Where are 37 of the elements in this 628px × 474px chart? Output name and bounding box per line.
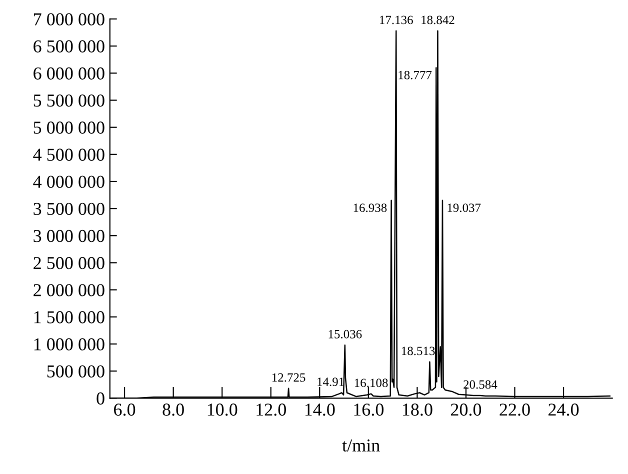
x-tick-label: 12.0 — [256, 404, 286, 416]
x-tick-label: 22.0 — [500, 404, 530, 416]
y-tick-label: 5 000 000 — [34, 122, 104, 134]
y-tick-label: 3 000 000 — [34, 230, 104, 242]
x-tick-label: 24.0 — [548, 404, 579, 416]
annotation: 18.842 — [422, 16, 454, 24]
annotation: 16.108 — [354, 378, 388, 388]
x-tick-label: 8.0 — [162, 404, 184, 416]
annotation: 12.725 — [272, 373, 306, 382]
y-tick-label: 2 500 000 — [34, 256, 104, 270]
annotation: 17.136 — [380, 16, 413, 24]
annotation: 20.584 — [464, 380, 498, 389]
y-tick-label: 0 — [96, 392, 104, 405]
annotation: 18.777 — [398, 70, 432, 80]
x-axis-title: t/min — [342, 439, 380, 452]
y-tick-label: 5 500 000 — [34, 94, 104, 107]
y-tick-label: 6 500 000 — [34, 40, 104, 52]
y-tick-label: 6 000 000 — [34, 67, 104, 80]
x-tick-label: 10.0 — [208, 404, 238, 416]
x-tick-label: 6.0 — [114, 404, 136, 416]
x-tick-label: 14.0 — [305, 404, 335, 416]
annotation: 18.513 — [402, 346, 435, 356]
y-tick-label: 3 500 000 — [34, 202, 104, 215]
y-tick-label: 2 000 000 — [34, 284, 104, 296]
annotation: 14.91 — [318, 378, 344, 386]
y-tick-label: 7 000 000 — [34, 13, 104, 26]
annotation: 19.037 — [448, 204, 481, 212]
annotation: 15.036 — [328, 330, 362, 338]
y-tick-label: 1 500 000 — [34, 311, 104, 324]
y-tick-label: 4 500 000 — [33, 148, 104, 161]
y-tick-label: 1 000 000 — [34, 338, 104, 350]
x-tick-label: 18.0 — [402, 404, 432, 416]
annotation: 16.938 — [354, 204, 387, 212]
x-tick-label: 16.0 — [354, 404, 384, 416]
y-tick-label: 4 000 000 — [33, 176, 104, 188]
y-tick-label: 500 000 — [47, 365, 104, 378]
x-tick-label: 20.0 — [450, 404, 482, 416]
